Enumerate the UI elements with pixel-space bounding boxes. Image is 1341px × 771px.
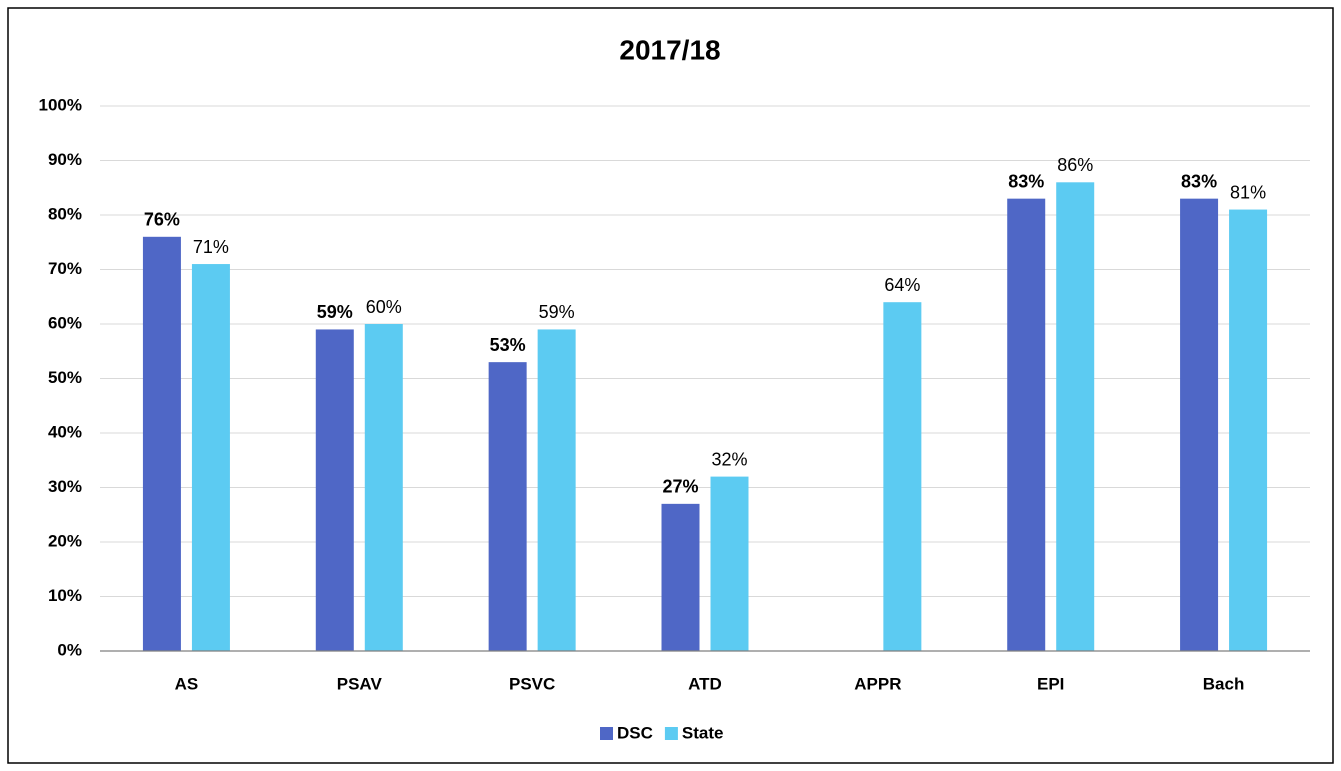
y-tick-label: 0% [57,640,82,659]
x-tick-label: PSVC [509,674,555,693]
chart-title: 2017/18 [619,34,720,65]
x-tick-label: AS [175,674,199,693]
bar [191,264,230,651]
y-tick-label: 30% [48,477,82,496]
x-tick-label: EPI [1037,674,1064,693]
y-tick-label: 100% [39,95,82,114]
y-tick-label: 10% [48,586,82,605]
data-label: 71% [193,237,229,257]
bar [1180,198,1219,651]
bar [1007,198,1046,651]
data-label: 81% [1230,182,1266,202]
y-tick-label: 40% [48,422,82,441]
bar [661,503,700,651]
data-label: 64% [884,275,920,295]
legend-label: State [682,723,724,742]
data-label: 83% [1181,171,1217,191]
data-label: 27% [662,477,698,497]
bar [710,476,749,651]
bar [883,302,922,651]
data-label: 83% [1008,171,1044,191]
data-label: 86% [1057,155,1093,175]
x-tick-label: PSAV [337,674,383,693]
data-label: 60% [366,297,402,317]
bar [537,329,576,651]
legend-swatch [664,727,678,740]
bar [488,362,527,651]
legend-swatch [600,727,613,740]
x-tick-label: ATD [688,674,722,693]
data-label: 59% [317,302,353,322]
y-tick-label: 90% [48,150,82,169]
bar [142,236,181,652]
data-label: 53% [490,335,526,355]
y-tick-label: 70% [48,259,82,278]
y-tick-label: 60% [48,313,82,332]
bar [1056,182,1095,652]
bar [1229,209,1268,652]
y-tick-label: 20% [48,531,82,550]
y-tick-label: 50% [48,368,82,387]
data-label: 32% [711,449,747,469]
x-tick-label: APPR [854,674,901,693]
bar [364,324,403,651]
data-label: 59% [539,302,575,322]
bar [315,329,354,651]
y-tick-label: 80% [48,204,82,223]
data-label: 76% [144,210,180,230]
x-tick-label: Bach [1203,674,1245,693]
legend-label: DSC [617,723,653,742]
